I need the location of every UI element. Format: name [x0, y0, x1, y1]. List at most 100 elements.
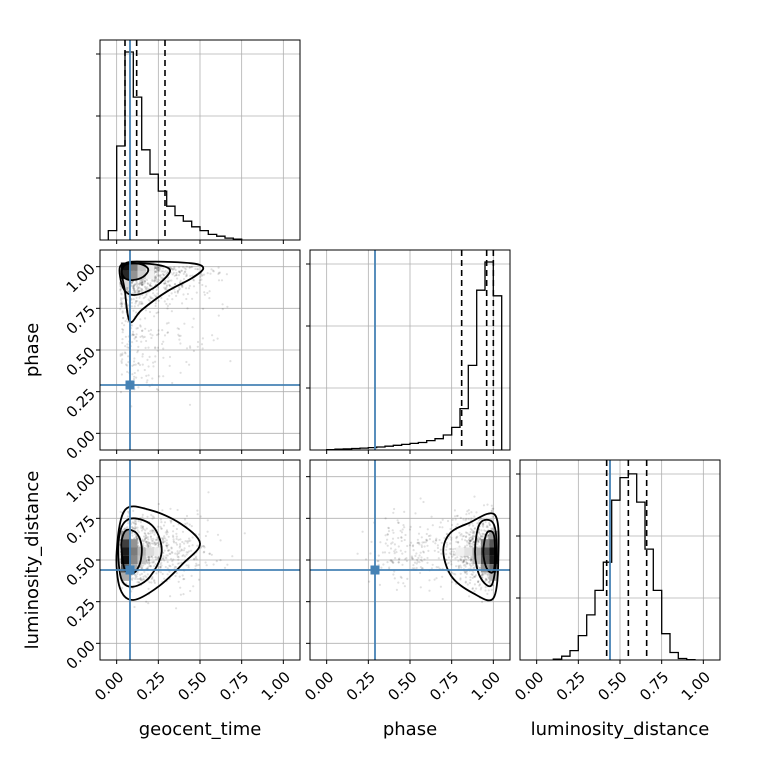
sample-point: [390, 542, 393, 545]
sample-point: [147, 587, 150, 590]
sample-point: [457, 565, 461, 569]
sample-point: [450, 536, 453, 539]
sample-point: [451, 523, 454, 527]
sample-point: [175, 566, 178, 569]
sample-point: [170, 310, 173, 313]
sample-point: [135, 285, 138, 288]
y-tick-label: 0.00: [63, 427, 99, 463]
sample-point: [148, 283, 151, 286]
sample-point: [196, 509, 199, 512]
sample-point: [164, 282, 167, 285]
sample-point: [145, 544, 148, 548]
sample-point: [186, 540, 189, 543]
sample-point: [229, 360, 232, 363]
sample-point: [148, 561, 151, 564]
sample-point: [462, 564, 466, 567]
sample-point: [192, 585, 195, 588]
sample-point: [450, 538, 453, 541]
sample-point: [457, 540, 460, 544]
hist2d-cell: [480, 539, 490, 548]
sample-point: [470, 565, 473, 568]
sample-point: [454, 557, 457, 560]
sample-point: [175, 571, 178, 575]
sample-point: [157, 502, 160, 506]
sample-point: [473, 575, 476, 578]
sample-point: [190, 549, 193, 552]
sample-point: [466, 510, 469, 513]
sample-point: [170, 557, 173, 560]
sample-point: [415, 566, 418, 570]
sample-point: [125, 363, 128, 366]
sample-point: [136, 369, 140, 372]
sample-point: [148, 556, 151, 559]
sample-point: [156, 281, 159, 284]
sample-point: [159, 525, 162, 528]
sample-point: [145, 576, 148, 579]
sample-point: [178, 575, 181, 578]
sample-point: [470, 573, 473, 576]
sample-point: [145, 541, 148, 544]
sample-point: [459, 557, 462, 560]
sample-point: [139, 335, 142, 338]
sample-point: [120, 300, 123, 303]
sample-point: [167, 543, 170, 546]
sample-point: [412, 549, 415, 552]
sample-point: [191, 265, 194, 268]
sample-point: [492, 527, 495, 530]
sample-point: [167, 280, 170, 283]
sample-point: [131, 577, 134, 580]
sample-point: [196, 564, 199, 567]
sample-point: [175, 527, 178, 531]
sample-point: [212, 563, 215, 566]
sample-point: [189, 539, 192, 542]
hist2d-cell: [145, 262, 155, 271]
sample-point: [135, 311, 138, 314]
sample-point: [488, 521, 491, 525]
sample-point: [179, 593, 182, 596]
sample-point: [471, 587, 474, 590]
sample-point: [472, 530, 475, 534]
sample-point: [141, 329, 144, 332]
sample-point: [487, 589, 490, 592]
sample-point: [168, 549, 171, 552]
sample-point: [433, 549, 436, 552]
sample-point: [134, 290, 137, 293]
sample-point: [142, 544, 145, 547]
sample-point: [149, 545, 152, 548]
sample-point: [455, 514, 458, 518]
x-tick-label: 0.75: [426, 668, 462, 704]
sample-point: [173, 267, 176, 270]
sample-point: [185, 514, 189, 518]
sample-point: [177, 327, 181, 331]
sample-point: [161, 541, 165, 545]
sample-point: [202, 545, 205, 548]
sample-point: [147, 558, 150, 561]
sample-point: [191, 536, 194, 539]
sample-point: [147, 346, 150, 349]
sample-point: [445, 553, 448, 556]
sample-point: [163, 334, 167, 337]
sample-point: [409, 525, 412, 529]
sample-point: [487, 534, 490, 537]
sample-point: [132, 285, 136, 288]
sample-point: [146, 288, 149, 291]
sample-point: [476, 522, 479, 525]
sample-point: [172, 524, 175, 528]
sample-point: [139, 282, 142, 285]
sample-point: [441, 575, 444, 578]
sample-point: [156, 269, 159, 272]
sample-point: [486, 526, 489, 529]
sample-point: [139, 280, 142, 283]
sample-point: [450, 563, 453, 566]
sample-point: [141, 527, 144, 530]
sample-point: [121, 310, 124, 313]
sample-point: [462, 560, 465, 563]
truth-lines-layer: [100, 40, 611, 660]
sample-point: [123, 527, 127, 530]
sample-point: [425, 532, 428, 536]
sample-point: [156, 536, 159, 539]
x-tick-label: 0.25: [343, 668, 379, 704]
sample-point: [196, 513, 199, 516]
sample-point: [177, 558, 180, 561]
